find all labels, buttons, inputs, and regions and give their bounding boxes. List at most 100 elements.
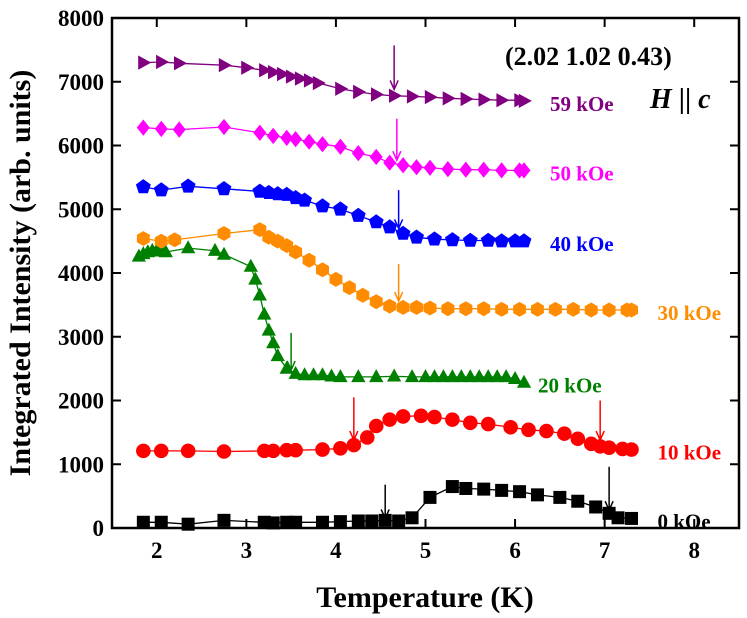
data-point-30-koe-22 [495, 301, 509, 317]
data-point-30-koe-16 [396, 299, 410, 315]
data-point-0-koe-20 [513, 485, 527, 499]
data-point-40-koe-9 [297, 192, 312, 207]
data-point-20-koe-10 [243, 258, 258, 272]
data-point-59-koe-12 [335, 81, 349, 96]
data-point-50-koe-13 [383, 154, 397, 171]
series-label-59-koe: 59 kOe [550, 92, 614, 116]
data-point-30-koe-18 [423, 300, 437, 316]
data-point-20-koe-31 [445, 369, 460, 383]
data-point-50-koe-10 [333, 138, 347, 155]
data-point-59-koe-5 [259, 63, 273, 78]
data-point-30-koe-2 [168, 232, 182, 248]
data-point-0-koe-1 [154, 515, 168, 529]
arrow-head [393, 219, 404, 231]
data-point-40-koe-17 [427, 231, 442, 246]
data-point-59-koe-6 [268, 65, 281, 80]
data-point-59-koe-9 [294, 71, 308, 86]
data-point-20-koe-7 [181, 240, 196, 254]
data-point-50-koe-5 [266, 127, 280, 145]
data-point-0-koe-10 [351, 514, 365, 528]
data-point-40-koe-2 [180, 178, 196, 193]
data-point-20-koe-25 [369, 369, 384, 383]
x-tick-label-6: 6 [509, 538, 521, 563]
series-label-40-koe: 40 kOe [550, 232, 614, 256]
data-point-20-koe-13 [257, 306, 272, 320]
data-point-10-koe-20 [503, 419, 518, 435]
y-tick-label-8000: 8000 [58, 6, 104, 31]
data-point-30-koe-0 [136, 231, 150, 246]
transition-arrow-50-koe-7 [392, 118, 402, 163]
y-tick-label-5000: 5000 [58, 197, 104, 222]
data-point-50-koe-16 [423, 159, 437, 176]
data-point-0-koe-18 [477, 482, 491, 496]
data-point-10-koe-18 [462, 415, 478, 431]
data-point-40-koe-18 [445, 232, 460, 247]
data-point-50-koe-15 [410, 159, 423, 176]
data-point-20-koe-23 [333, 369, 348, 383]
data-point-10-koe-16 [427, 409, 442, 425]
data-point-20-koe-27 [404, 369, 420, 383]
data-point-0-koe-2 [181, 517, 195, 531]
data-point-10-koe-8 [315, 442, 330, 457]
data-point-0-koe-24 [589, 500, 603, 514]
arrow-head [604, 500, 614, 512]
data-point-10-koe-21 [521, 422, 536, 438]
series-label-10-koe: 10 kOe [658, 441, 722, 465]
data-point-20-koe-17 [279, 360, 294, 374]
data-point-10-koe-14 [395, 409, 411, 424]
series-layer [131, 54, 639, 531]
series-line-20-koe [138, 247, 525, 384]
data-point-10-koe-24 [570, 431, 586, 447]
data-point-20-koe-22 [324, 368, 339, 382]
data-point-59-koe-1 [156, 54, 170, 70]
data-point-10-koe-3 [216, 444, 232, 459]
data-point-30-koe-15 [383, 298, 397, 314]
data-point-50-koe-6 [280, 129, 294, 146]
data-point-40-koe-20 [480, 232, 496, 247]
data-point-59-koe-4 [241, 60, 255, 75]
series-10-koe [136, 408, 639, 459]
data-point-50-koe-4 [253, 124, 267, 141]
data-point-59-koe-2 [174, 56, 187, 71]
x-tick-label-3: 3 [241, 538, 253, 563]
x-tick-label-5: 5 [420, 538, 432, 563]
data-point-50-koe-19 [477, 161, 491, 178]
data-point-0-koe-14 [405, 511, 419, 525]
data-point-50-koe-22 [517, 162, 531, 179]
arrow-head [393, 291, 404, 303]
series-line-59-koe [143, 61, 525, 102]
series-40-koe [135, 178, 532, 248]
arrow-head [595, 430, 605, 442]
data-point-20-koe-6 [158, 244, 173, 258]
data-point-59-koe-3 [218, 58, 232, 73]
data-point-0-koe-21 [530, 488, 544, 502]
data-point-59-koe-14 [371, 87, 384, 102]
transition-arrow-0-koe-1 [604, 466, 614, 512]
data-point-30-koe-11 [329, 271, 343, 287]
data-point-10-koe-22 [539, 423, 554, 439]
x-axis-title: Temperature (K) [316, 581, 533, 614]
data-point-50-koe-18 [459, 161, 473, 178]
data-point-10-koe-19 [480, 416, 496, 432]
series-50-koe [136, 118, 531, 179]
data-point-20-koe-11 [248, 271, 263, 285]
data-point-50-koe-1 [154, 120, 168, 138]
data-point-59-koe-16 [406, 89, 420, 104]
data-point-30-koe-9 [302, 252, 316, 268]
data-point-59-koe-11 [312, 75, 326, 91]
data-point-59-koe-0 [138, 55, 152, 70]
field-direction-h: H [649, 84, 673, 115]
data-point-30-koe-14 [369, 294, 383, 310]
data-point-0-koe-9 [333, 515, 347, 529]
data-point-10-koe-2 [180, 443, 196, 459]
data-point-50-koe-8 [302, 133, 316, 150]
data-point-40-koe-11 [333, 201, 348, 216]
data-point-50-koe-12 [369, 148, 383, 166]
transition-arrow-40-koe-6 [393, 190, 404, 231]
data-point-0-koe-15 [423, 490, 437, 504]
hkl-annotation: (2.02 1.02 0.43) [505, 42, 672, 71]
data-point-10-koe-23 [557, 426, 572, 441]
data-point-40-koe-14 [382, 219, 398, 234]
data-point-30-koe-23 [513, 301, 526, 317]
x-tick-label-2: 2 [151, 538, 163, 563]
